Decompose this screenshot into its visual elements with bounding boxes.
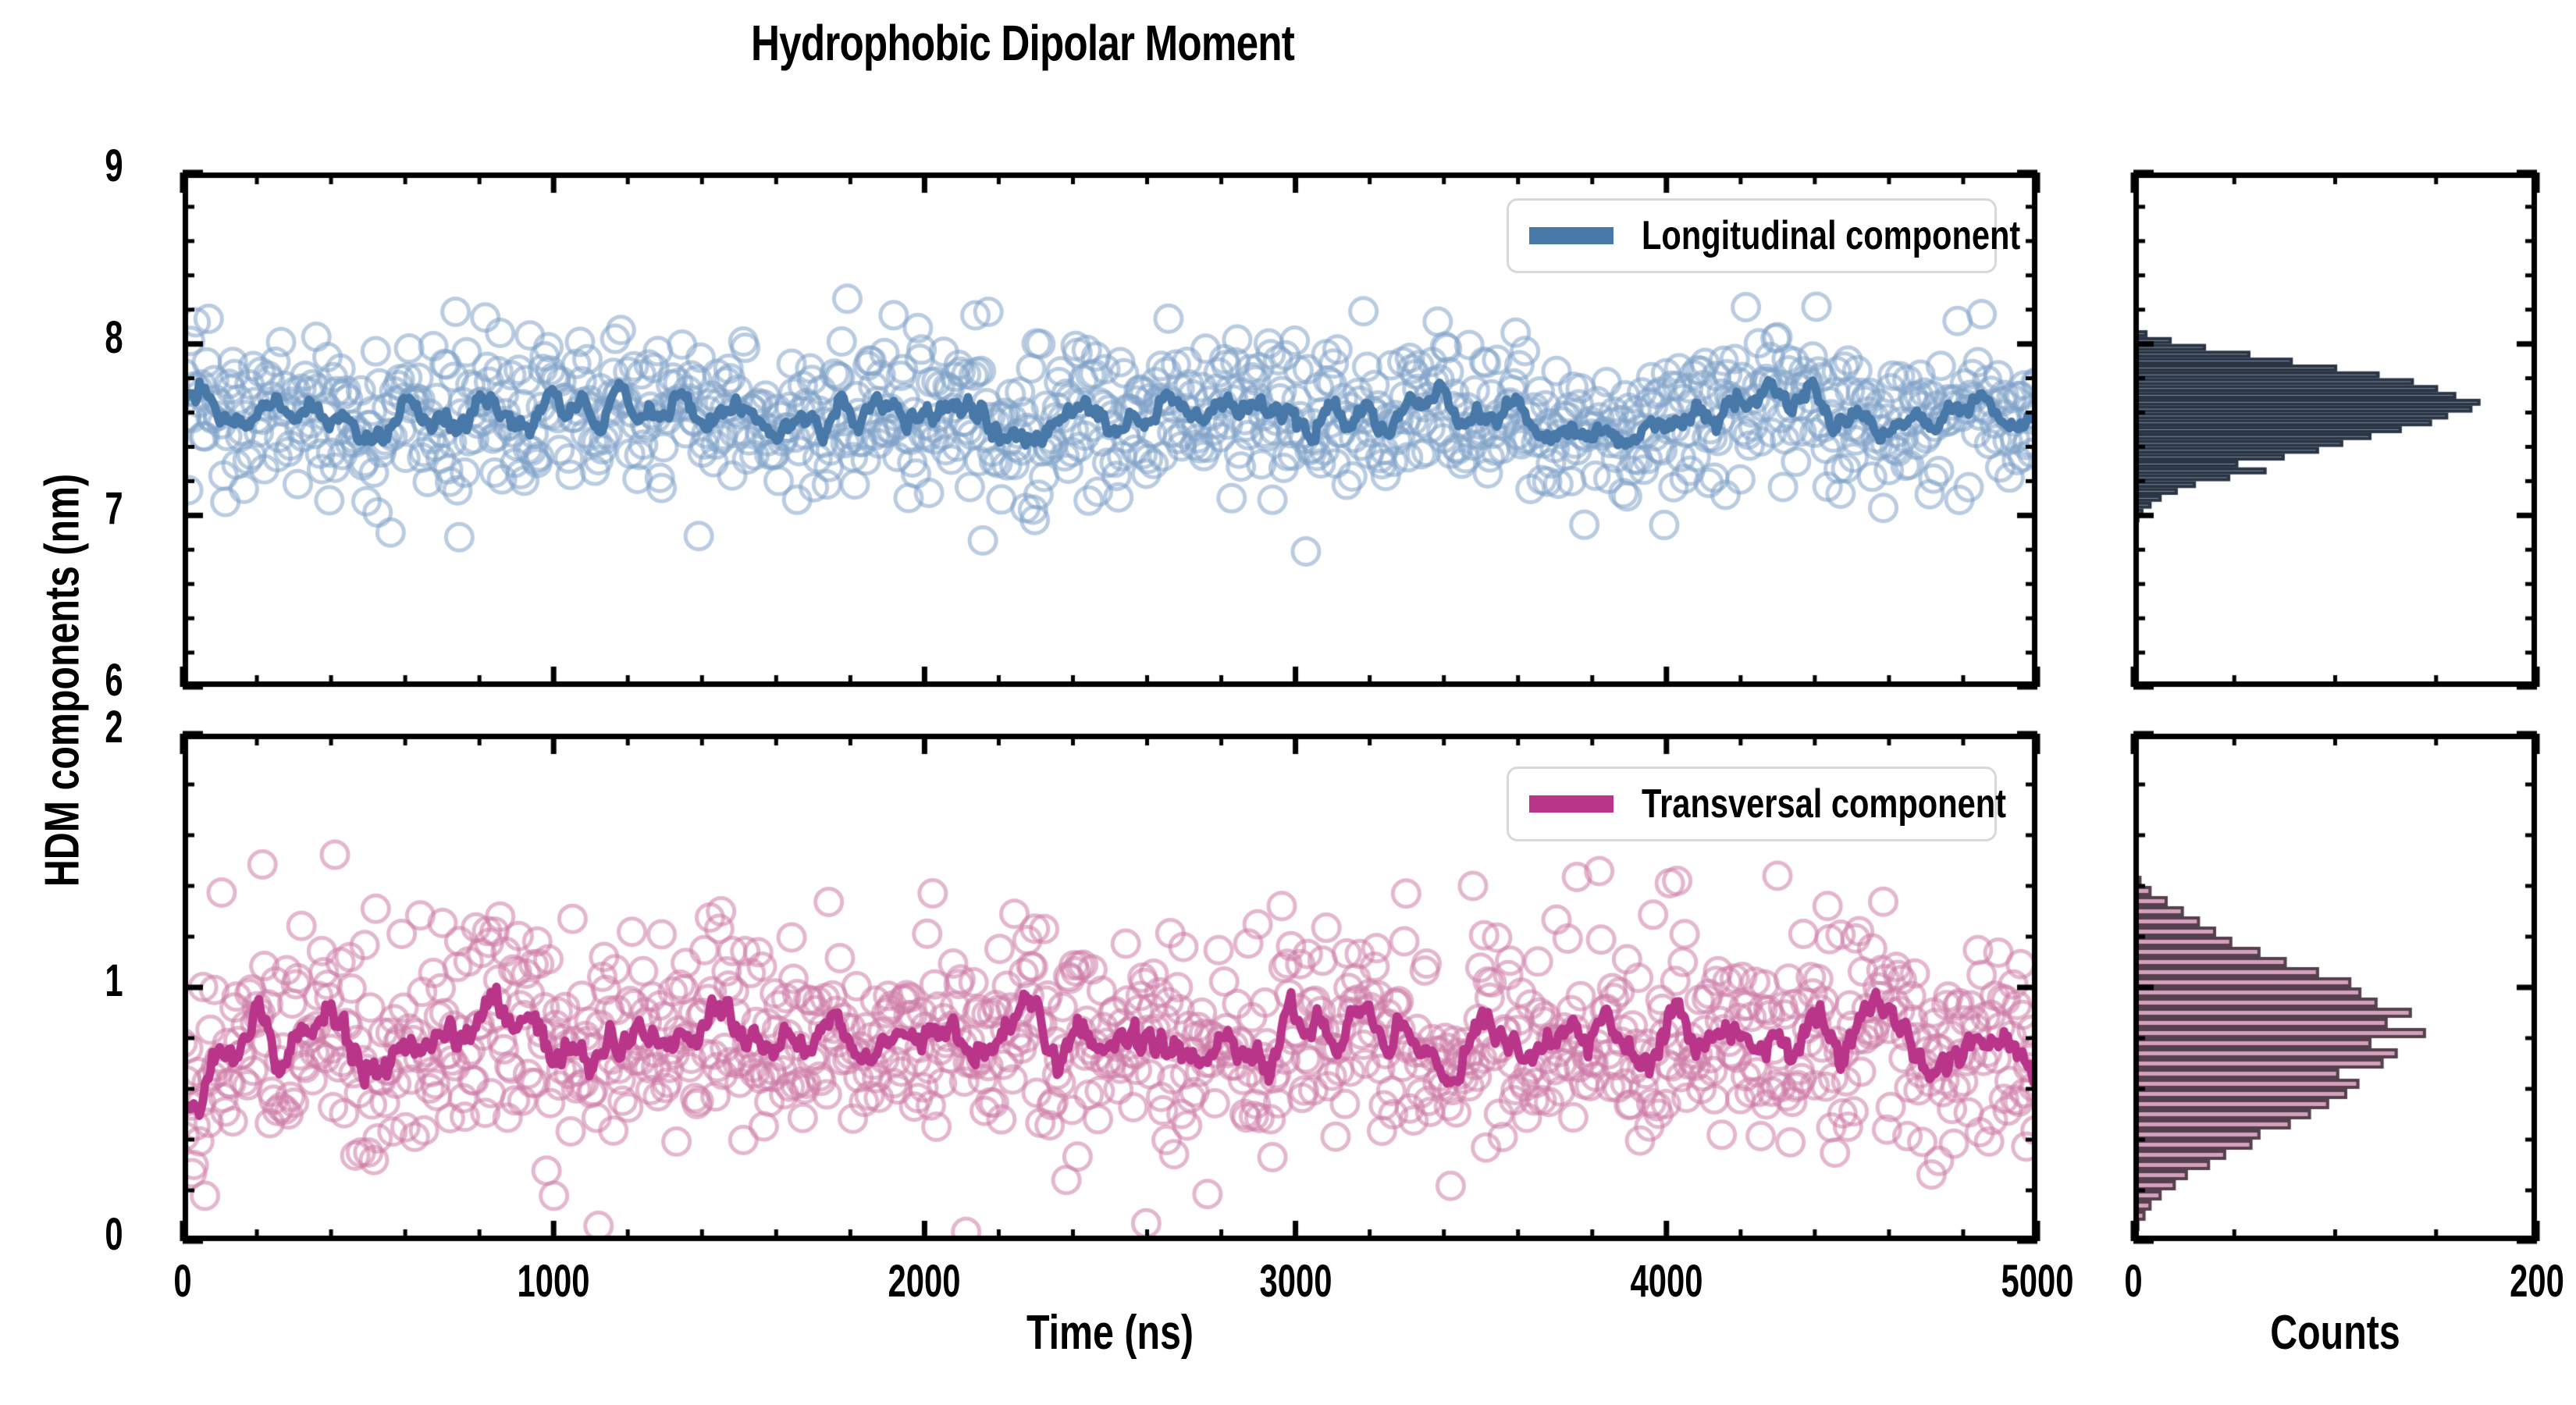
legend-longitudinal[interactable]: Longitudinal component <box>1507 198 2020 273</box>
histogram-x-axis-title: Counts <box>2270 1306 2400 1360</box>
legend-label-longitudinal: Longitudinal component <box>1642 213 2021 258</box>
x-axis-title: Time (ns) <box>1026 1306 1194 1360</box>
xtick-label-2000: 2000 <box>888 1256 961 1307</box>
page-title: Hydrophobic Dipolar Moment <box>751 15 1295 71</box>
xtick-label-0: 0 <box>173 1256 192 1307</box>
ytick-label-longitudinal-7: 7 <box>105 483 123 535</box>
ytick-label-longitudinal-9: 9 <box>105 140 123 191</box>
xtick-label-3000: 3000 <box>1259 1256 1332 1307</box>
xtick-label-4000: 4000 <box>1630 1256 1703 1307</box>
hist-xtick-label-0: 0 <box>2124 1256 2143 1307</box>
legend-label-transversal: Transversal component <box>1642 781 2007 827</box>
xtick-label-5000: 5000 <box>2001 1256 2074 1307</box>
ytick-label-longitudinal-8: 8 <box>105 311 123 363</box>
ytick-label-transversal-2: 2 <box>105 702 123 752</box>
hist-xtick-label-200: 200 <box>2510 1256 2564 1307</box>
ytick-label-transversal-0: 0 <box>105 1209 123 1260</box>
legend-transversal[interactable]: Transversal component <box>1507 767 2006 841</box>
legend-swatch-transversal <box>1529 795 1614 813</box>
ytick-label-transversal-1: 1 <box>105 955 123 1006</box>
xtick-label-1000: 1000 <box>517 1256 590 1307</box>
ytick-label-longitudinal-6: 6 <box>105 655 123 706</box>
legend-swatch-longitudinal <box>1529 227 1614 244</box>
